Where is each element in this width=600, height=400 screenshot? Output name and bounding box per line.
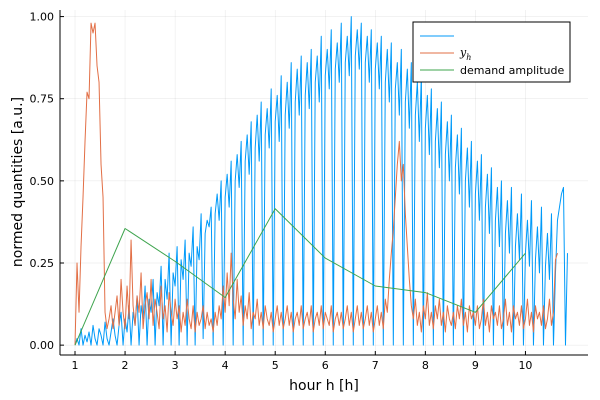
y-axis-label: normed quantities [a.u.] <box>10 97 26 267</box>
y-tick-label: 0.00 <box>30 339 55 352</box>
y-tick-label: 0.50 <box>30 175 55 188</box>
legend-label-orange: yh <box>459 46 471 62</box>
legend-label-orange-main: y <box>459 46 467 59</box>
series-green-line <box>74 208 526 346</box>
x-tick-label: 2 <box>122 359 129 372</box>
series-layer <box>74 16 568 346</box>
x-tick-label: 1 <box>72 359 79 372</box>
ticks: 1 2 3 4 5 6 7 8 9 10 0.00 0.25 0.50 0.75 1.00 <box>30 11 533 372</box>
x-tick-label: 4 <box>222 359 229 372</box>
x-tick-label: 6 <box>322 359 329 372</box>
x-tick-label: 10 <box>518 359 532 372</box>
x-tick-label: 9 <box>472 359 479 372</box>
y-tick-label: 1.00 <box>30 11 55 24</box>
legend-label-orange-subscript: h <box>466 53 471 62</box>
y-tick-label: 0.25 <box>30 257 55 270</box>
legend: yh demand amplitude <box>412 21 571 83</box>
legend-box <box>412 21 571 83</box>
series-blue-line <box>74 16 568 346</box>
legend-label-green: demand amplitude <box>460 64 564 77</box>
x-tick-label: 3 <box>172 359 179 372</box>
series-orange-line <box>74 22 558 346</box>
x-tick-label: 7 <box>372 359 379 372</box>
x-tick-label: 8 <box>422 359 429 372</box>
y-tick-label: 0.75 <box>30 93 55 106</box>
x-axis-label: hour h [h] <box>289 378 359 394</box>
x-tick-label: 5 <box>272 359 279 372</box>
axes <box>59 10 588 356</box>
